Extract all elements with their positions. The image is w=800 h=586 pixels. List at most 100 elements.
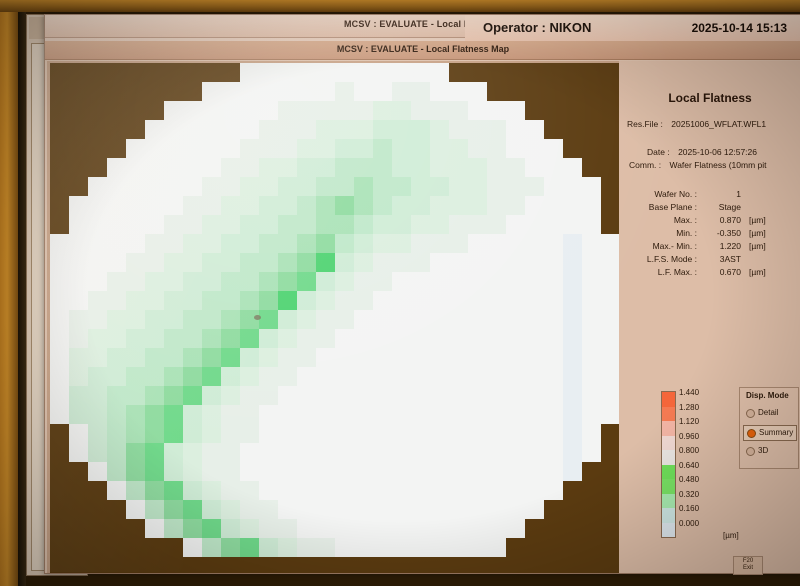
map-cell xyxy=(240,519,259,538)
map-cell xyxy=(411,386,430,405)
map-cell xyxy=(202,367,221,386)
map-cell xyxy=(240,424,259,443)
map-cell xyxy=(335,120,354,139)
map-cell xyxy=(411,310,430,329)
map-cell xyxy=(582,367,601,386)
map-cell xyxy=(126,405,145,424)
map-cell xyxy=(392,101,411,120)
map-cell xyxy=(221,443,240,462)
map-cell xyxy=(259,101,278,120)
map-cell xyxy=(487,348,506,367)
map-cell xyxy=(506,348,525,367)
map-cell xyxy=(88,367,107,386)
map-cell xyxy=(449,253,468,272)
map-cell xyxy=(392,519,411,538)
map-cell xyxy=(278,253,297,272)
map-cell xyxy=(411,177,430,196)
map-cell xyxy=(525,443,544,462)
map-cell xyxy=(563,158,582,177)
map-cell xyxy=(354,139,373,158)
map-cell xyxy=(468,215,487,234)
color-scale-segment xyxy=(662,406,675,421)
inner-titlebar[interactable]: MCSV : EVALUATE - Local Flatness Map xyxy=(45,41,800,60)
map-cursor-marker xyxy=(254,315,261,320)
map-cell xyxy=(392,177,411,196)
map-cell xyxy=(335,538,354,557)
map-cell xyxy=(468,500,487,519)
map-cell xyxy=(145,443,164,462)
map-cell xyxy=(335,139,354,158)
map-cell xyxy=(487,519,506,538)
map-cell xyxy=(392,443,411,462)
map-cell xyxy=(525,348,544,367)
map-cell xyxy=(449,158,468,177)
display-mode-group[interactable]: Disp. Mode Detail Summary 3D xyxy=(739,387,799,469)
map-cell xyxy=(411,101,430,120)
map-cell xyxy=(50,272,69,291)
map-cell xyxy=(183,424,202,443)
map-cell xyxy=(411,63,430,82)
map-cell xyxy=(582,424,601,443)
flatness-map-canvas[interactable] xyxy=(47,61,620,573)
map-cell xyxy=(449,272,468,291)
map-cell xyxy=(582,405,601,424)
map-cell xyxy=(316,367,335,386)
map-cell xyxy=(563,329,582,348)
measurement-unit: [µm] xyxy=(749,267,766,277)
map-cell xyxy=(240,367,259,386)
map-cell xyxy=(430,386,449,405)
map-cell xyxy=(297,538,316,557)
map-cell xyxy=(487,462,506,481)
map-cell xyxy=(373,158,392,177)
map-cell xyxy=(240,443,259,462)
application-window: MCSV : EVALUATE - Local Flatness Operato… xyxy=(44,14,800,575)
display-mode-option[interactable]: Summary xyxy=(743,425,797,441)
map-cell xyxy=(183,177,202,196)
map-cell xyxy=(126,424,145,443)
map-cell xyxy=(240,158,259,177)
map-cell xyxy=(468,253,487,272)
map-cell xyxy=(525,177,544,196)
map-cell xyxy=(563,196,582,215)
map-cell xyxy=(468,310,487,329)
map-cell xyxy=(145,405,164,424)
map-cell xyxy=(430,424,449,443)
map-cell xyxy=(259,329,278,348)
map-cell xyxy=(202,386,221,405)
map-cell xyxy=(240,481,259,500)
map-cell xyxy=(202,196,221,215)
map-cell xyxy=(278,82,297,101)
map-cell xyxy=(544,405,563,424)
measurement-label: Min. : xyxy=(676,228,697,238)
map-cell xyxy=(259,386,278,405)
map-cell xyxy=(411,405,430,424)
display-mode-option[interactable]: 3D xyxy=(746,444,794,458)
display-mode-option[interactable]: Detail xyxy=(746,406,794,420)
map-cell xyxy=(430,367,449,386)
map-cell xyxy=(50,234,69,253)
map-cell xyxy=(297,234,316,253)
map-cell xyxy=(373,405,392,424)
map-cell xyxy=(297,367,316,386)
map-cell xyxy=(563,386,582,405)
map-cell xyxy=(259,272,278,291)
color-scale-segment xyxy=(662,493,675,508)
map-cell xyxy=(582,234,601,253)
map-cell xyxy=(449,291,468,310)
map-cell xyxy=(259,215,278,234)
map-cell xyxy=(487,177,506,196)
map-cell xyxy=(544,367,563,386)
map-cell xyxy=(183,538,202,557)
map-cell xyxy=(392,500,411,519)
exit-button[interactable]: F20 Exit xyxy=(733,556,763,575)
map-cell xyxy=(107,310,126,329)
map-cell xyxy=(107,348,126,367)
map-cell xyxy=(240,291,259,310)
map-cell xyxy=(259,63,278,82)
map-cell xyxy=(126,348,145,367)
map-cell xyxy=(164,405,183,424)
map-cell xyxy=(430,348,449,367)
map-cell xyxy=(316,215,335,234)
map-cell xyxy=(126,462,145,481)
map-cell xyxy=(126,443,145,462)
